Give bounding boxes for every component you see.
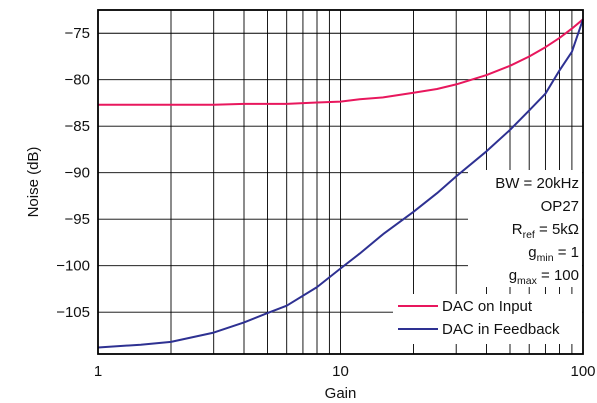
legend: DAC on Input DAC in Feedback xyxy=(393,294,582,344)
y-tick-label: −105 xyxy=(56,304,90,321)
plot-frame xyxy=(97,9,584,355)
x-tick-label: 100 xyxy=(570,363,595,380)
series-line-2 xyxy=(97,18,584,349)
annotation-line: Rref = 5kΩ xyxy=(512,221,579,241)
annotation-line: gmax = 100 xyxy=(509,267,579,287)
series-lines xyxy=(97,18,584,349)
annotation-box: BW = 20kHz OP27 Rref = 5kΩ gmin = 1 gmax = 1… xyxy=(468,170,582,287)
y-tick-label: −90 xyxy=(65,165,90,182)
x-tick-label: 1 xyxy=(94,363,102,380)
y-tick-labels: −75 −80 −85 −90 −95 −100 −105 xyxy=(56,25,90,321)
y-tick-label: −100 xyxy=(56,258,90,275)
y-tick-label: −80 xyxy=(65,72,90,89)
annotation-line: gmin = 1 xyxy=(528,244,579,264)
x-axis-label: Gain xyxy=(325,385,357,402)
series-line-1 xyxy=(98,18,584,106)
annotation-background xyxy=(468,170,582,287)
y-tick-label: −85 xyxy=(65,118,90,135)
legend-label: DAC on Input xyxy=(442,298,533,315)
y-tick-label: −75 xyxy=(65,25,90,42)
annotation-line: OP27 xyxy=(541,198,579,215)
legend-background xyxy=(393,294,582,344)
y-tick-label: −95 xyxy=(65,211,90,228)
x-tick-label: 10 xyxy=(332,363,349,380)
legend-label: DAC in Feedback xyxy=(442,321,560,338)
annotation-line: BW = 20kHz xyxy=(495,175,579,192)
x-tick-labels: 1 10 100 xyxy=(94,363,596,380)
y-axis-label: Noise (dB) xyxy=(25,147,42,218)
